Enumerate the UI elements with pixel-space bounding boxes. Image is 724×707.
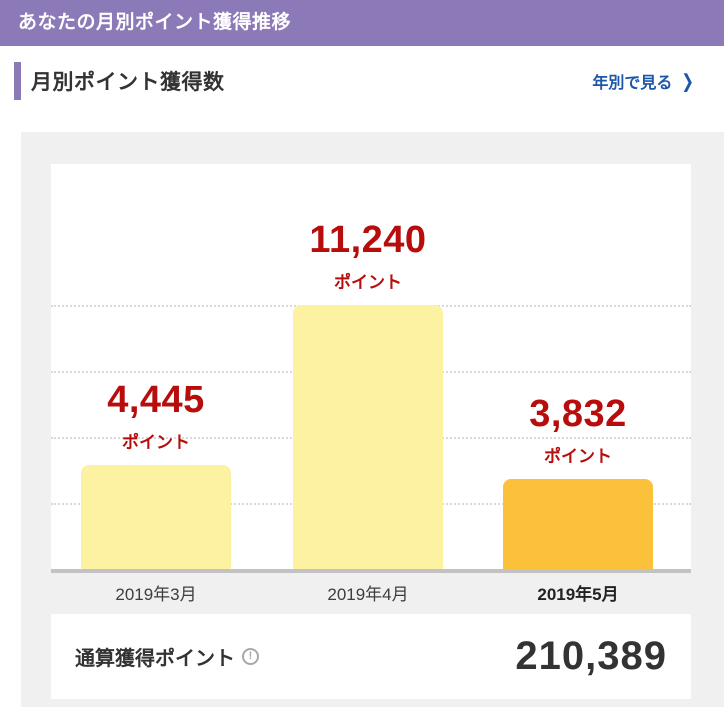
bar-value-label: 3,832 ポイント bbox=[473, 393, 683, 467]
section-title: 月別ポイント獲得数 bbox=[31, 71, 225, 94]
chart-bar-2019年4月 bbox=[293, 305, 443, 569]
bar-value-unit: ポイント bbox=[544, 447, 612, 466]
x-axis-label: 2019年4月 bbox=[327, 585, 409, 604]
app-header-title: あなたの月別ポイント獲得推移 bbox=[0, 0, 724, 46]
bar-value-number: 11,240 bbox=[309, 219, 427, 262]
chart-bar-2019年5月 bbox=[503, 479, 653, 569]
x-axis-label: 2019年5月 bbox=[537, 585, 619, 604]
accent-bar bbox=[14, 62, 21, 100]
bar-value-number: 3,832 bbox=[529, 393, 627, 436]
total-label-wrap: 通算獲得ポイント ! bbox=[75, 642, 259, 671]
section-header: 月別ポイント獲得数 年別で見る ❯ bbox=[14, 62, 694, 100]
bar-value-unit: ポイント bbox=[334, 273, 402, 292]
view-by-year-label: 年別で見る bbox=[592, 75, 673, 92]
chart-panel: 4,445 ポイント 11,240 ポイント 3,832 ポイント 2019年3月 2019… bbox=[21, 132, 724, 707]
chevron-right-icon: ❯ bbox=[681, 71, 694, 93]
bar-value-label: 11,240 ポイント bbox=[263, 219, 473, 293]
view-by-year-link[interactable]: 年別で見る ❯ bbox=[592, 69, 694, 93]
total-points-label: 通算獲得ポイント bbox=[75, 648, 235, 670]
bar-value-number: 4,445 bbox=[107, 379, 205, 422]
x-axis-labels: 2019年3月 2019年4月 2019年5月 bbox=[51, 581, 691, 609]
info-icon[interactable]: ! bbox=[242, 648, 259, 665]
bar-value-label: 4,445 ポイント bbox=[51, 379, 261, 453]
x-axis-baseline bbox=[51, 569, 691, 573]
x-axis-label: 2019年3月 bbox=[115, 585, 197, 604]
chart-bar-2019年3月 bbox=[81, 465, 231, 569]
bar-chart: 4,445 ポイント 11,240 ポイント 3,832 ポイント bbox=[51, 164, 691, 573]
total-points-card: 通算獲得ポイント ! 210,389 bbox=[51, 614, 691, 699]
bar-value-unit: ポイント bbox=[122, 433, 190, 452]
total-points-value: 210,389 bbox=[515, 634, 667, 678]
